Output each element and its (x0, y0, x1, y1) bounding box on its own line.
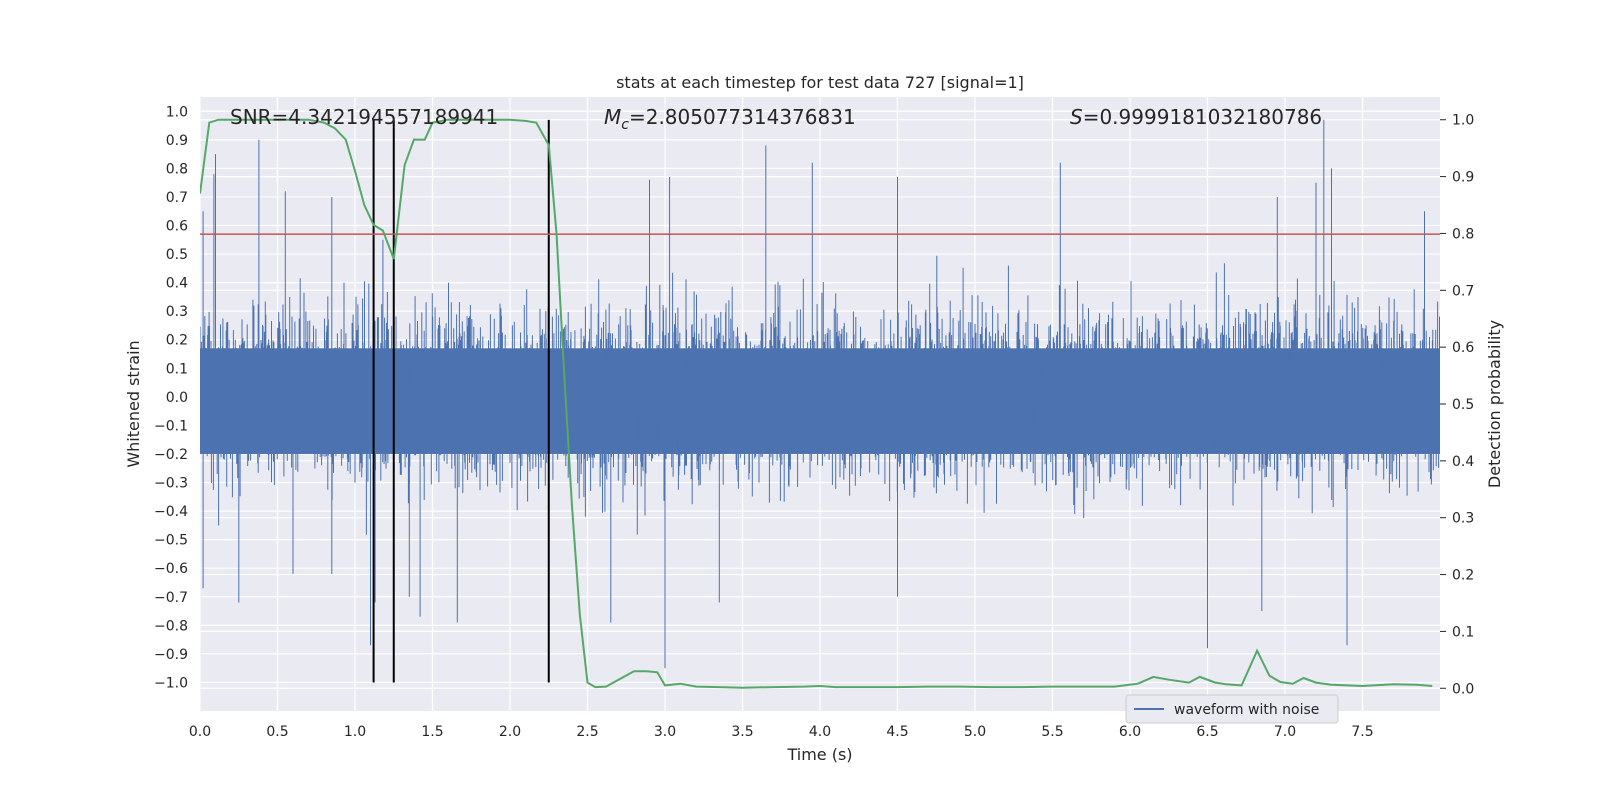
x-tick-label: 7.5 (1351, 724, 1373, 740)
y2-tick-label: 0.5 (1452, 397, 1474, 413)
vertical-markers (372, 119, 550, 683)
detection-probability-line (200, 118, 1433, 689)
x-tick-label: 2.5 (576, 724, 598, 740)
y-tick-label: 0.6 (166, 219, 188, 235)
x-tick-label: 0.5 (266, 724, 288, 740)
y2-tick-label: 0.0 (1452, 681, 1474, 697)
y-axis-ticks: −1.0 −0.9 −0.8 −0.7 −0.6 −0.5 −0.4 −0.3 −0.2 −0.1… (154, 104, 188, 691)
x-tick-label: 0.0 (189, 724, 211, 740)
y2-axis-ticks: 0.0 0.1 0.2 0.3 0.4 0.5 0.6 0.7 0.8 0.9 1.0 (1440, 113, 1474, 697)
y2-tick-label: 0.8 (1452, 226, 1474, 242)
y2-tick-label: 0.9 (1452, 170, 1474, 186)
chart-title: stats at each timestep for test data 727… (616, 73, 1024, 92)
y-tick-label: −0.9 (154, 647, 188, 663)
waveform-with-noise-line (200, 119, 1440, 669)
x-tick-label: 7.0 (1274, 724, 1296, 740)
waveform-series (200, 119, 1440, 669)
probability-series (200, 118, 1433, 689)
x-tick-label: 1.5 (421, 724, 443, 740)
y-tick-label: 0.1 (166, 361, 188, 377)
x-tick-label: 5.5 (1041, 724, 1063, 740)
y-tick-label: 0.2 (166, 333, 188, 349)
x-tick-label: 1.0 (344, 724, 366, 740)
y-tick-label: 0.9 (166, 133, 188, 149)
y-axis-label: Whitened strain (124, 340, 143, 467)
x-tick-label: 4.0 (809, 724, 831, 740)
y-tick-label: 0.7 (166, 190, 188, 206)
x-tick-label: 3.0 (654, 724, 676, 740)
x-tick-label: 3.5 (731, 724, 753, 740)
chirp-mass-annotation: Mc=2.805077314376831 (604, 105, 856, 133)
y-tick-label: −0.8 (154, 618, 188, 634)
y2-tick-label: 0.1 (1452, 624, 1474, 640)
y-tick-label: −0.4 (154, 504, 188, 520)
legend-box (1125, 694, 1339, 724)
x-tick-label: 4.5 (886, 724, 908, 740)
y-tick-label: −0.1 (154, 418, 188, 434)
y2-tick-label: 0.7 (1452, 283, 1474, 299)
y-tick-label: −1.0 (154, 675, 188, 691)
x-axis-label: Time (s) (786, 745, 852, 764)
legend-entry-waveform: waveform with noise (1174, 702, 1319, 718)
chirp-mass-subscript: c (621, 117, 629, 133)
y-tick-label: −0.2 (154, 447, 188, 463)
x-axis-ticks: 0.0 0.5 1.0 1.5 2.0 2.5 3.0 3.5 4.0 4.5 5.0 5.5 6.0 6… (189, 724, 1374, 740)
y-tick-label: 0.4 (166, 276, 188, 292)
legend: waveform with noise (1125, 694, 1339, 724)
y-tick-label: 0.8 (166, 161, 188, 177)
score-value: =0.9999181032180786 (1083, 105, 1322, 129)
chirp-mass-value: =2.805077314376831 (629, 105, 856, 129)
y2-tick-label: 0.2 (1452, 568, 1474, 584)
y2-tick-label: 0.3 (1452, 511, 1474, 527)
x-tick-label: 6.5 (1196, 724, 1218, 740)
score-annotation: S=0.9999181032180786 (1070, 105, 1322, 129)
y-tick-label: −0.5 (154, 533, 188, 549)
y-tick-label: 0.5 (166, 247, 188, 263)
y-tick-label: −0.7 (154, 590, 188, 606)
snr-annotation: SNR=4.342194557189941 (230, 105, 498, 129)
x-tick-label: 2.0 (499, 724, 521, 740)
x-tick-label: 5.0 (964, 724, 986, 740)
y2-tick-label: 1.0 (1452, 113, 1474, 129)
y-tick-label: −0.6 (154, 561, 188, 577)
y-tick-label: 1.0 (166, 104, 188, 120)
y2-axis-label: Detection probability (1485, 320, 1504, 488)
y2-tick-label: 0.6 (1452, 340, 1474, 356)
x-tick-label: 6.0 (1119, 724, 1141, 740)
y-tick-label: 0.3 (166, 304, 188, 320)
y2-tick-label: 0.4 (1452, 454, 1474, 470)
y-tick-label: −0.3 (154, 476, 188, 492)
chirp-mass-symbol: M (604, 105, 621, 129)
score-symbol: S (1070, 105, 1083, 129)
y-tick-label: 0.0 (166, 390, 188, 406)
